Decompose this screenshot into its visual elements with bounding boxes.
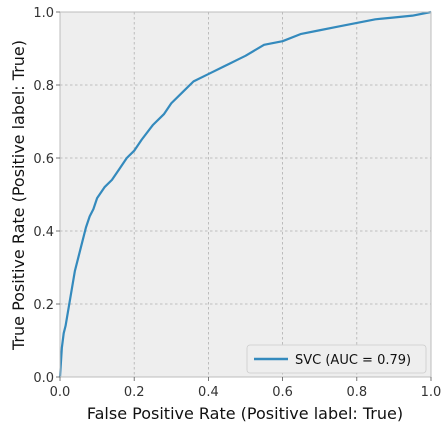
series-lines	[58, 10, 432, 378]
x-tick-label: 0.6	[272, 385, 293, 400]
y-axis-ticks: 0.0 0.2 0.4 0.6 0.8 1.0	[33, 6, 60, 386]
y-tick-label: 0.6	[33, 152, 54, 167]
x-tick-label: 0.2	[124, 385, 145, 400]
y-tick-label: 1.0	[33, 6, 54, 21]
plot-area	[60, 12, 431, 377]
y-tick-label: 0.0	[33, 371, 54, 386]
x-axis-ticks: 0.0 0.2 0.4 0.6 0.8 1.0	[50, 377, 442, 400]
x-tick-label: 1.0	[421, 385, 442, 400]
x-tick-label: 0.0	[50, 385, 71, 400]
y-tick-label: 0.4	[33, 225, 54, 240]
x-tick-label: 0.8	[346, 385, 367, 400]
legend: SVC (AUC = 0.79)	[246, 344, 427, 374]
x-tick-label: 0.4	[198, 385, 219, 400]
y-tick-label: 0.2	[33, 298, 54, 313]
y-axis-title: True Positive Rate (Positive label: True…	[9, 40, 28, 351]
y-tick-label: 0.8	[33, 79, 54, 94]
x-axis-title: False Positive Rate (Positive label: Tru…	[87, 404, 403, 423]
plot-border	[59, 11, 432, 378]
series-line-svc	[58, 10, 432, 378]
legend-box	[246, 344, 427, 374]
legend-label-svc: SVC (AUC = 0.79)	[295, 353, 411, 368]
